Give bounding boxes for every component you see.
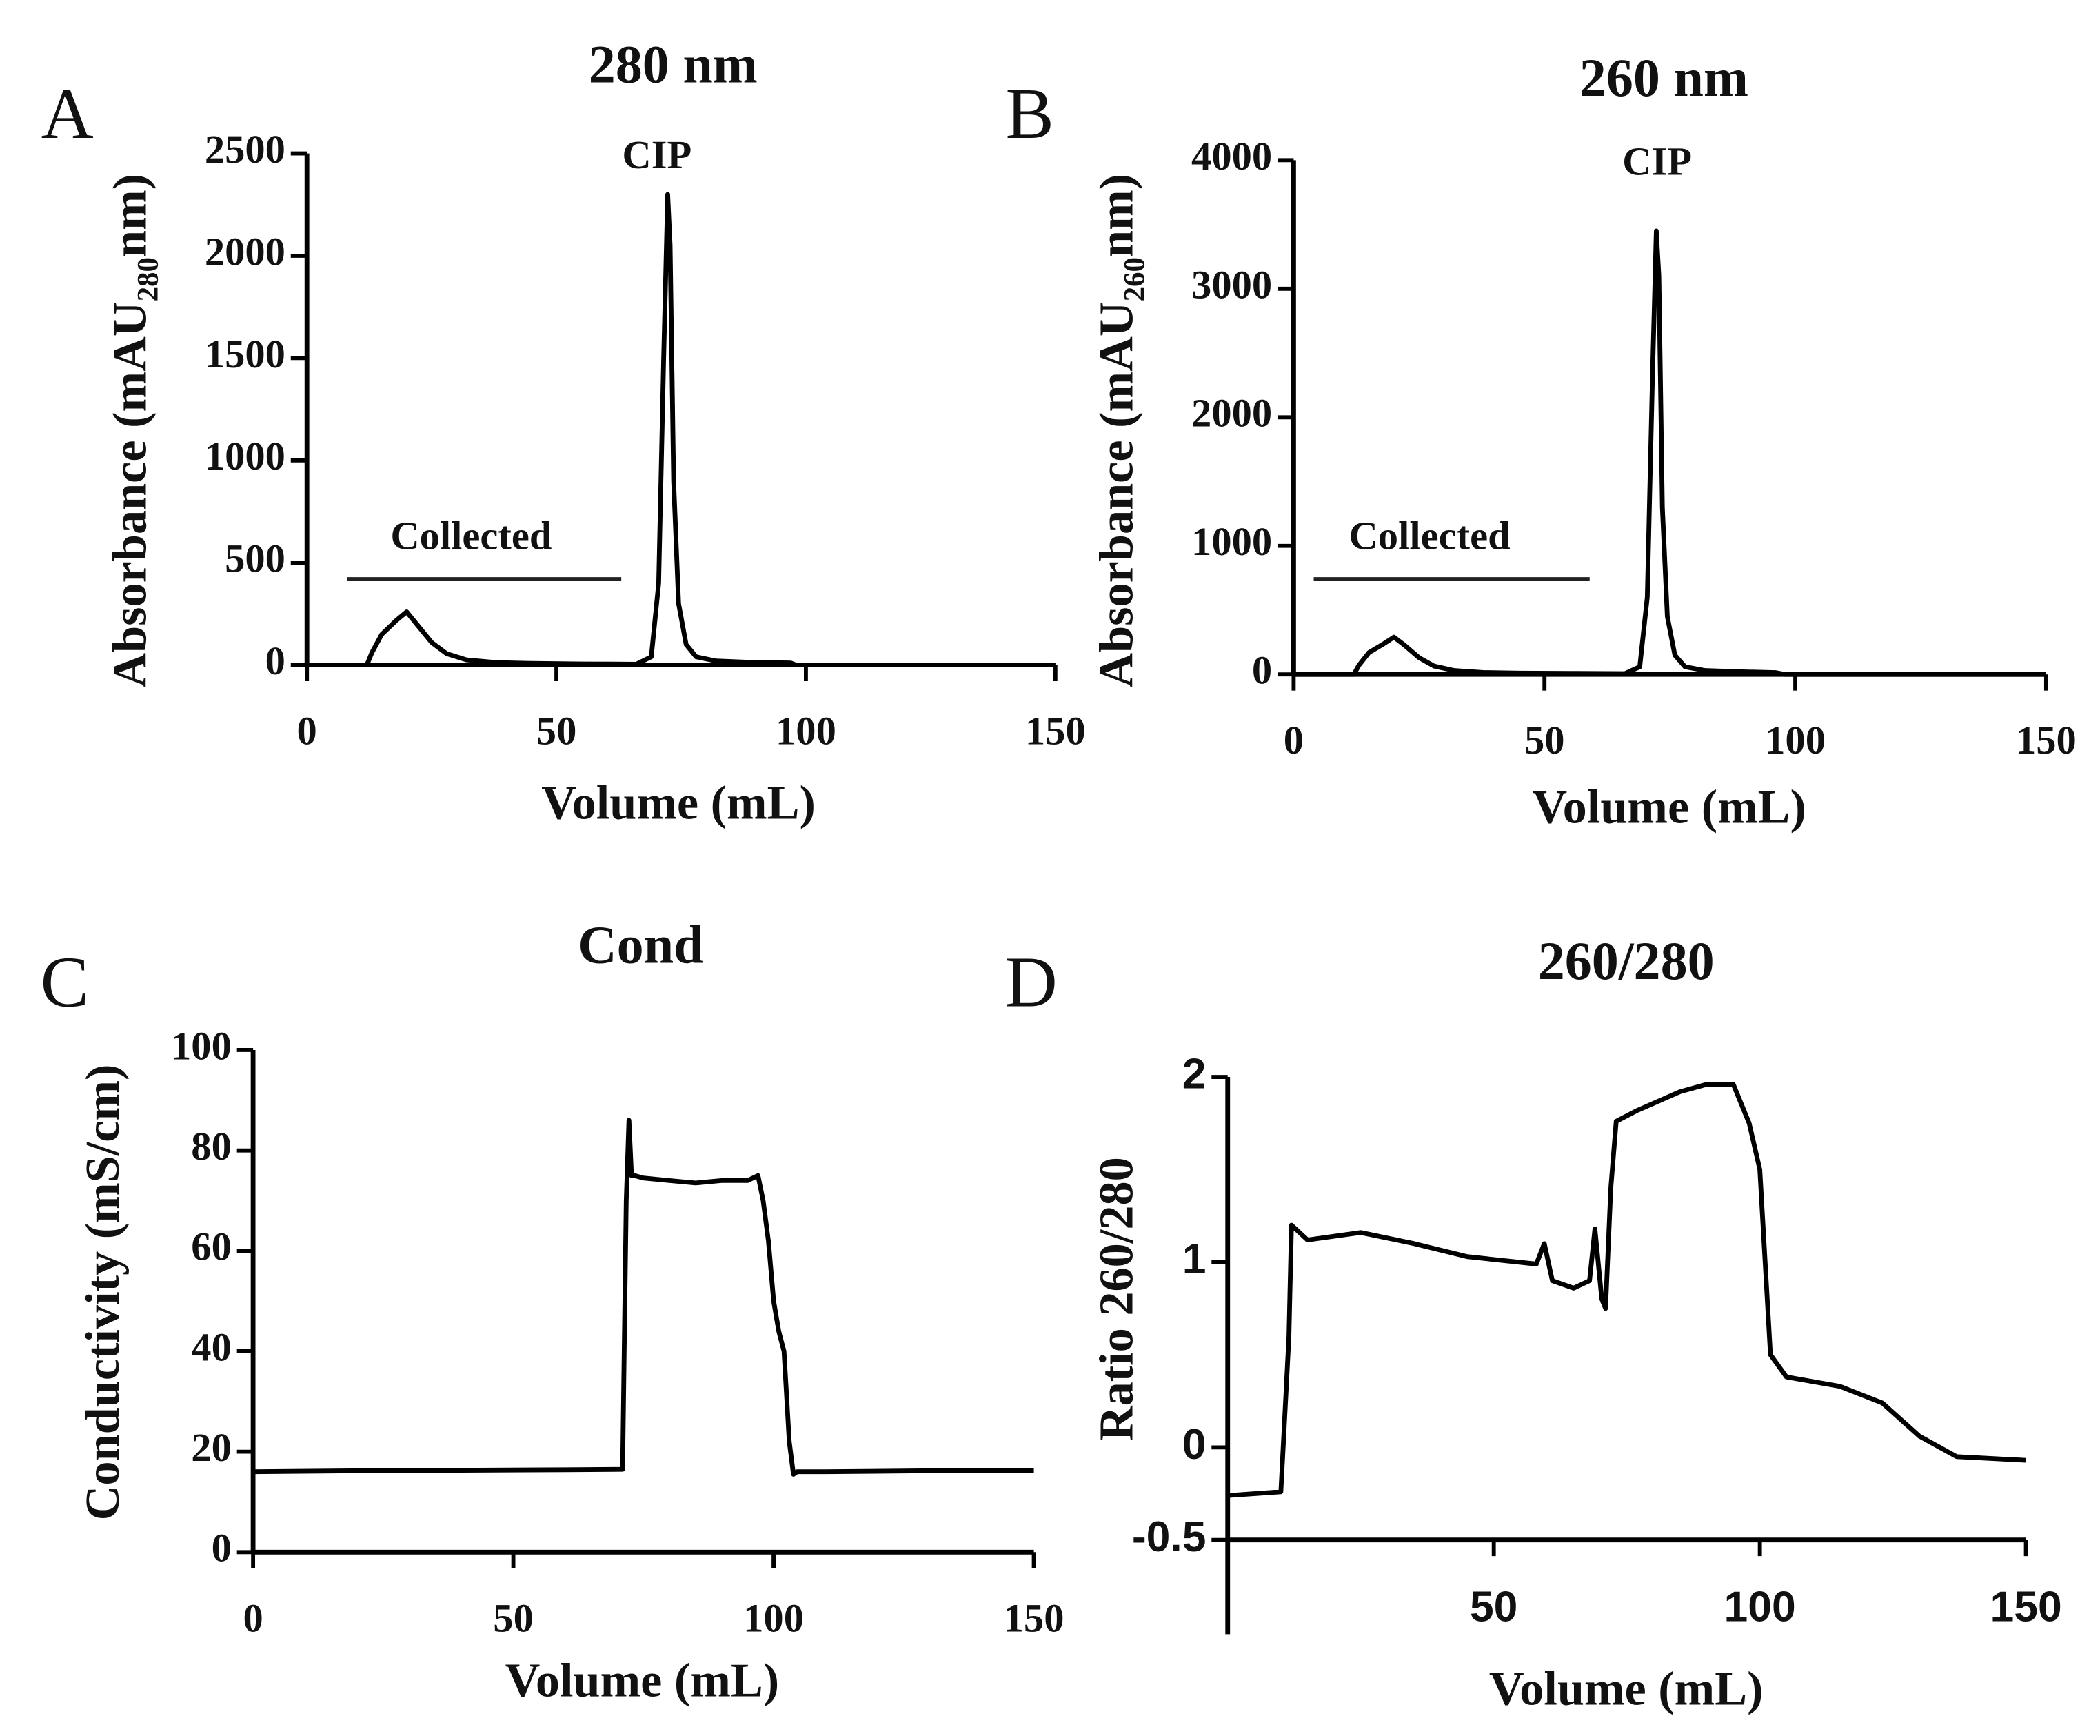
data-line (253, 1118, 1034, 1477)
y-tick-label: 2000 (205, 229, 285, 274)
x-axis-label: Volume (mL) (1489, 1662, 1764, 1715)
x-tick-label: 100 (1724, 1583, 1796, 1631)
y-tick-label: 1 (1182, 1235, 1207, 1283)
chart-title: 260/280 (1538, 931, 1715, 991)
x-tick-label: 50 (536, 709, 577, 754)
x-tick-label: 100 (776, 709, 836, 754)
y-tick-label: 40 (191, 1324, 232, 1369)
y-tick-label: 2000 (1191, 391, 1272, 436)
panel-letter: D (1005, 941, 1058, 1022)
y-tick-label: 60 (191, 1224, 232, 1269)
y-axis-label-part: nm) (1090, 174, 1144, 257)
y-tick-label: 20 (191, 1425, 232, 1470)
y-tick-label: 0 (1182, 1420, 1207, 1468)
y-tick-label: 0 (212, 1526, 232, 1571)
x-tick-label: 50 (493, 1595, 534, 1640)
y-tick-label: 1500 (205, 332, 285, 376)
y-tick-label: 2 (1182, 1050, 1207, 1098)
y-axis-label-part: Absorbance (mAU (1090, 301, 1144, 687)
chart-title: 280 nm (589, 34, 758, 94)
annotation: Collected (390, 513, 552, 558)
x-tick-label: 100 (743, 1595, 804, 1640)
y-axis-label-part: 260 (1119, 257, 1151, 301)
x-axis-label: Volume (mL) (505, 1654, 780, 1708)
y-axis-label: Absorbance (mAU260nm) (1090, 174, 1151, 688)
chart-title: 260 nm (1579, 48, 1748, 108)
x-tick-label: 150 (1025, 709, 1086, 754)
y-axis-label: Ratio 260/280 (1090, 1157, 1144, 1441)
y-tick-label: 0 (265, 638, 285, 683)
y-tick-label: 0 (1252, 648, 1272, 693)
x-tick-label: 150 (2016, 718, 2077, 763)
panel-letter: B (1006, 73, 1054, 154)
annotation: CIP (1622, 139, 1692, 184)
x-tick-label: 50 (1470, 1583, 1517, 1631)
x-tick-label: 100 (1765, 718, 1826, 763)
chart-title: Cond (578, 914, 703, 974)
x-tick-label: 0 (1284, 718, 1304, 763)
x-tick-label: 0 (243, 1595, 263, 1640)
data-line (1293, 228, 2046, 677)
y-tick-label: 2500 (205, 127, 285, 172)
y-tick-label: 4000 (1191, 134, 1272, 179)
x-tick-label: 150 (1990, 1583, 2061, 1631)
y-axis-label-part: Conductivity (mS/cm) (76, 1064, 130, 1521)
x-tick-label: 0 (297, 709, 317, 754)
data-line (1227, 1082, 2026, 1498)
panel-letter: C (41, 941, 89, 1022)
y-tick-label: 3000 (1191, 262, 1272, 307)
y-tick-label: -0.5 (1132, 1513, 1207, 1561)
y-axis-label-part: nm) (103, 174, 157, 257)
y-tick-label: 100 (171, 1023, 232, 1068)
y-axis-label-part: Ratio 260/280 (1090, 1157, 1144, 1441)
annotation: CIP (622, 132, 691, 177)
annotation: Collected (1349, 513, 1511, 558)
x-axis-label: Volume (mL) (1532, 780, 1806, 834)
y-axis-label-part: 280 (132, 257, 165, 301)
y-tick-label: 1000 (1191, 519, 1272, 564)
x-tick-label: 50 (1524, 718, 1565, 763)
y-axis-label-part: Absorbance (mAU (103, 301, 157, 687)
y-axis-label: Conductivity (mS/cm) (76, 1064, 130, 1521)
data-line (307, 192, 1056, 667)
y-tick-label: 500 (225, 536, 285, 581)
panel-letter: A (41, 73, 94, 154)
y-axis-label: Absorbance (mAU280nm) (103, 174, 164, 688)
y-tick-label: 80 (191, 1124, 232, 1169)
x-axis-label: Volume (mL) (541, 776, 816, 830)
y-tick-label: 1000 (205, 434, 285, 478)
x-tick-label: 150 (1004, 1595, 1064, 1640)
